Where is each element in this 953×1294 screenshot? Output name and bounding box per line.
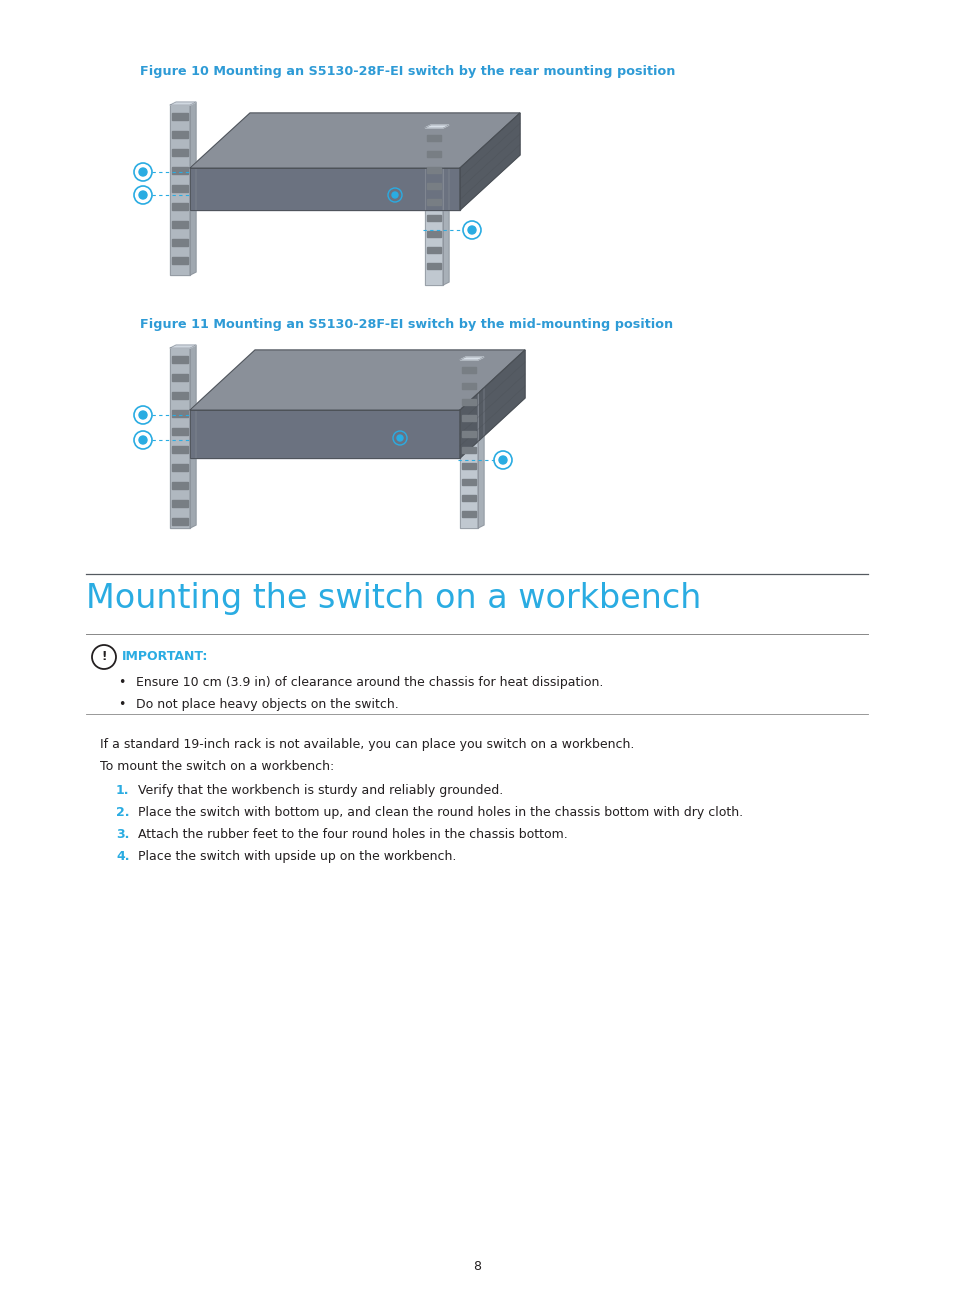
Polygon shape [190, 113, 519, 168]
Circle shape [139, 411, 147, 419]
Text: Mounting the switch on a workbench: Mounting the switch on a workbench [86, 582, 700, 615]
Polygon shape [424, 126, 449, 128]
Bar [172, 392, 188, 399]
Text: 8: 8 [473, 1260, 480, 1273]
Bar [172, 410, 188, 417]
Bar [461, 463, 476, 468]
Bar [461, 479, 476, 485]
Text: Place the switch with upside up on the workbench.: Place the switch with upside up on the w… [138, 850, 456, 863]
Bar [427, 135, 440, 141]
Bar [461, 511, 476, 518]
Bar [427, 247, 440, 254]
Bar [461, 367, 476, 373]
Text: Verify that the workbench is sturdy and reliably grounded.: Verify that the workbench is sturdy and … [138, 784, 503, 797]
Bar [172, 221, 188, 228]
Bar [172, 113, 188, 120]
Bar [172, 185, 188, 192]
Circle shape [139, 168, 147, 176]
Polygon shape [477, 357, 483, 528]
Bar [461, 431, 476, 437]
Circle shape [392, 192, 397, 198]
Bar [427, 232, 440, 237]
Text: •: • [118, 697, 125, 710]
Polygon shape [190, 345, 195, 528]
Polygon shape [170, 348, 190, 528]
Text: 4.: 4. [116, 850, 130, 863]
Bar [461, 496, 476, 501]
Bar [172, 131, 188, 138]
Polygon shape [424, 128, 442, 285]
Circle shape [396, 435, 402, 441]
Text: Figure 11 Mounting an S5130-28F-EI switch by the mid-mounting position: Figure 11 Mounting an S5130-28F-EI switc… [140, 318, 673, 331]
Bar [461, 415, 476, 421]
Bar [172, 518, 188, 525]
Polygon shape [190, 410, 459, 458]
Bar [172, 374, 188, 380]
Polygon shape [459, 113, 519, 210]
Bar [427, 182, 440, 189]
Bar [461, 383, 476, 389]
Bar [427, 199, 440, 204]
Circle shape [498, 455, 506, 465]
Text: To mount the switch on a workbench:: To mount the switch on a workbench: [100, 760, 334, 773]
Polygon shape [459, 360, 477, 528]
Bar [172, 481, 188, 489]
Text: IMPORTANT:: IMPORTANT: [122, 651, 208, 664]
Bar [427, 151, 440, 157]
Text: Place the switch with bottom up, and clean the round holes in the chassis bottom: Place the switch with bottom up, and cle… [138, 806, 742, 819]
Polygon shape [170, 105, 190, 276]
Polygon shape [459, 357, 483, 360]
Bar [427, 167, 440, 173]
Text: !: ! [101, 651, 107, 664]
Text: If a standard 19-inch rack is not available, you can place you switch on a workb: If a standard 19-inch rack is not availa… [100, 738, 634, 751]
Bar [172, 203, 188, 210]
Circle shape [468, 226, 476, 234]
Polygon shape [190, 349, 524, 410]
Text: 1.: 1. [116, 784, 130, 797]
Bar [172, 499, 188, 507]
Polygon shape [170, 345, 195, 348]
Text: Attach the rubber feet to the four round holes in the chassis bottom.: Attach the rubber feet to the four round… [138, 828, 567, 841]
Text: •: • [118, 675, 125, 688]
Text: 3.: 3. [116, 828, 130, 841]
Bar [427, 263, 440, 269]
Bar [172, 428, 188, 435]
Text: Do not place heavy objects on the switch.: Do not place heavy objects on the switch… [136, 697, 398, 710]
Bar [172, 446, 188, 453]
Bar [461, 399, 476, 405]
Text: 2.: 2. [116, 806, 130, 819]
Bar [172, 239, 188, 246]
Polygon shape [190, 168, 459, 210]
Text: Ensure 10 cm (3.9 in) of clearance around the chassis for heat dissipation.: Ensure 10 cm (3.9 in) of clearance aroun… [136, 675, 602, 688]
Polygon shape [442, 126, 449, 285]
Bar [172, 465, 188, 471]
Bar [427, 215, 440, 221]
Polygon shape [190, 102, 195, 276]
Circle shape [139, 192, 147, 199]
Polygon shape [459, 349, 524, 458]
Bar [172, 149, 188, 157]
Bar [172, 258, 188, 264]
Circle shape [139, 436, 147, 444]
Polygon shape [170, 102, 195, 105]
Text: Figure 10 Mounting an S5130-28F-EI switch by the rear mounting position: Figure 10 Mounting an S5130-28F-EI switc… [140, 65, 675, 78]
Bar [172, 167, 188, 173]
Bar [461, 446, 476, 453]
Bar [172, 356, 188, 364]
